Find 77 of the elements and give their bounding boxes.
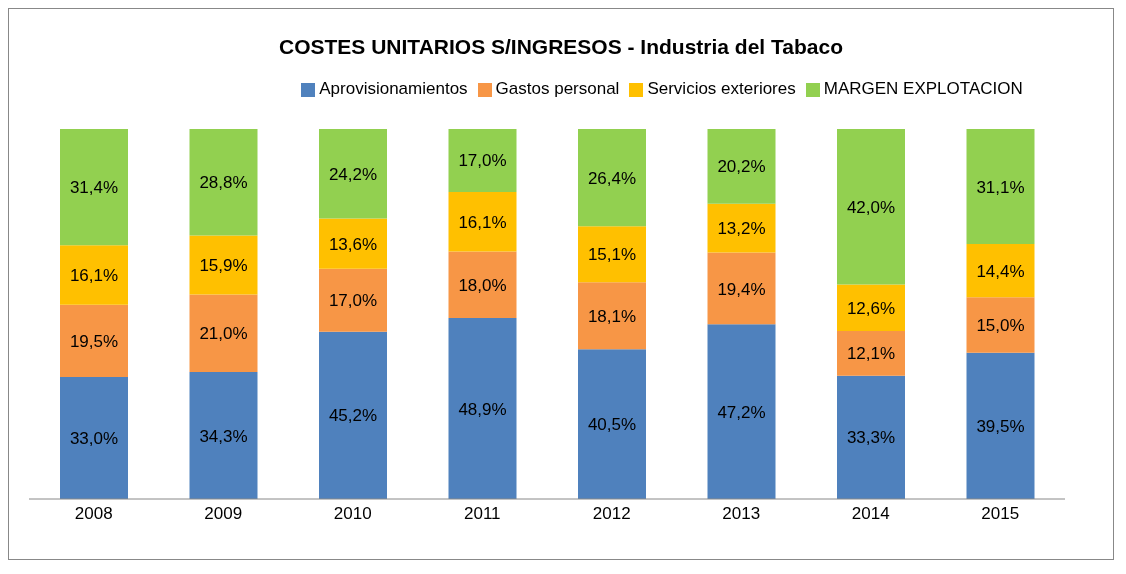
legend-label: Aprovisionamientos bbox=[319, 79, 468, 98]
data-label: 39,5% bbox=[976, 416, 1025, 436]
bar bbox=[837, 284, 905, 332]
data-label: 28,8% bbox=[199, 173, 248, 193]
data-label: 42,0% bbox=[846, 197, 896, 217]
data-label: 16,1% bbox=[458, 212, 507, 232]
x-tick-label: 2009 bbox=[204, 504, 243, 524]
x-tick-label: 2010 bbox=[333, 504, 372, 524]
data-label: 26,4% bbox=[587, 168, 637, 188]
bar bbox=[966, 297, 1035, 353]
bar bbox=[189, 294, 258, 373]
bar bbox=[60, 376, 128, 499]
bar bbox=[837, 129, 905, 285]
bar bbox=[319, 268, 387, 332]
data-label: 16,1% bbox=[69, 266, 119, 285]
data-label: 24,2% bbox=[328, 164, 378, 184]
data-label: 12,1% bbox=[846, 344, 896, 364]
data-label: 15,0% bbox=[976, 316, 1025, 336]
data-label: 47,2% bbox=[717, 402, 766, 422]
bar bbox=[966, 244, 1035, 298]
legend-label: Gastos personal bbox=[495, 79, 620, 98]
data-label: 48,9% bbox=[458, 399, 507, 419]
bar bbox=[189, 372, 258, 499]
data-label: 12,6% bbox=[846, 298, 896, 318]
bar bbox=[707, 324, 776, 499]
bar bbox=[966, 352, 1035, 499]
bar bbox=[578, 349, 646, 499]
bar bbox=[448, 129, 517, 192]
data-label: 31,1% bbox=[976, 177, 1025, 197]
bar bbox=[707, 129, 776, 204]
data-label: 14,4% bbox=[976, 261, 1025, 281]
bar bbox=[578, 129, 646, 227]
bar bbox=[578, 282, 646, 350]
data-label: 40,5% bbox=[587, 415, 637, 435]
data-label: 21,0% bbox=[199, 324, 248, 344]
data-label: 33,3% bbox=[846, 428, 896, 448]
data-label: 13,6% bbox=[328, 234, 378, 254]
bar bbox=[189, 129, 258, 236]
data-label: 17,0% bbox=[458, 151, 507, 171]
bar bbox=[60, 129, 128, 246]
x-tick-label: 2014 bbox=[851, 504, 890, 524]
data-label: 15,1% bbox=[587, 245, 637, 265]
bar bbox=[966, 129, 1035, 245]
data-label: 19,5% bbox=[69, 331, 119, 351]
x-tick-label: 2015 bbox=[981, 504, 1020, 524]
bar bbox=[448, 318, 517, 499]
x-tick-label: 2013 bbox=[722, 504, 761, 524]
data-label: 20,2% bbox=[717, 157, 766, 177]
legend-label: Servicios exteriores bbox=[647, 79, 796, 98]
bar bbox=[837, 331, 905, 376]
data-label: 15,9% bbox=[199, 256, 248, 276]
bar bbox=[707, 252, 776, 325]
bar bbox=[60, 245, 128, 305]
bar bbox=[837, 375, 905, 499]
data-label: 34,3% bbox=[199, 426, 248, 446]
data-label: 45,2% bbox=[328, 406, 378, 426]
bar bbox=[707, 203, 776, 253]
bar bbox=[189, 235, 258, 295]
chart-title: COSTES UNITARIOS S/INGRESOS - Industria del Tabaco bbox=[278, 34, 844, 60]
bar bbox=[319, 129, 387, 219]
x-tick-label: 2011 bbox=[463, 504, 501, 524]
data-label: 31,4% bbox=[69, 178, 119, 198]
data-label: 18,1% bbox=[587, 306, 637, 326]
bar bbox=[448, 251, 517, 319]
bar bbox=[319, 218, 387, 269]
x-tick-label: 2008 bbox=[74, 504, 113, 524]
data-label: 13,2% bbox=[717, 219, 766, 239]
legend-label: MARGEN EXPLOTACION bbox=[823, 79, 1023, 98]
data-label: 19,4% bbox=[717, 279, 766, 299]
bar bbox=[60, 304, 128, 377]
data-label: 17,0% bbox=[328, 291, 378, 311]
bar bbox=[448, 191, 517, 252]
x-tick-label: 2012 bbox=[592, 504, 631, 524]
data-label: 33,0% bbox=[69, 428, 119, 448]
bar bbox=[319, 331, 387, 499]
bar bbox=[578, 226, 646, 283]
data-label: 18,0% bbox=[458, 275, 507, 295]
